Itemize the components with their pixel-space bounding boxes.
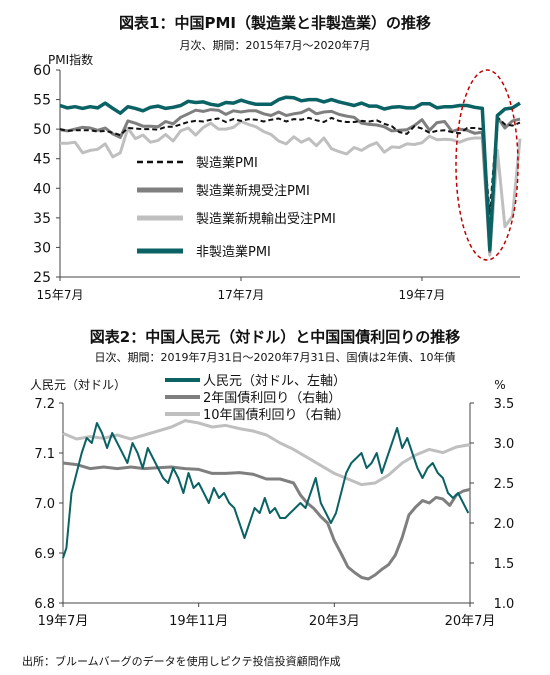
left-tick-label: 6.9 xyxy=(34,547,55,562)
series-line-2 xyxy=(60,120,522,257)
y-axis-label: PMI指数 xyxy=(48,52,93,67)
x-tick-label: 20年3月 xyxy=(309,614,360,629)
legend-label: 製造業新規受注PMI xyxy=(196,183,310,199)
left-tick-label: 6.8 xyxy=(34,597,55,612)
right-tick-label: 3.0 xyxy=(494,437,515,452)
x-tick-label: 20年7月 xyxy=(445,614,496,629)
x-tick-label: 19年7月 xyxy=(38,614,89,629)
left-tick-label: 7.2 xyxy=(34,397,55,412)
left-tick-label: 7.1 xyxy=(34,447,55,462)
y-tick-label: 30 xyxy=(33,240,51,256)
y-tick-label: 50 xyxy=(33,122,51,138)
source-note: 出所：ブルームバーグのデータを使用しピクテ投信投資顧問作成 xyxy=(22,655,341,668)
y-tick-label: 40 xyxy=(33,181,51,197)
legend-label: 人民元（対ドル、左軸） xyxy=(203,374,346,389)
chart1-title: 図表1：中国PMI（製造業と非製造業）の推移 xyxy=(119,14,431,32)
chart2-subtitle: 日次、期間：2019年7月31日～2020年7月31日、国債は2年債、10年債 xyxy=(94,351,456,364)
series-line-1 xyxy=(62,461,471,581)
legend-label: 2年国債利回り（右軸） xyxy=(203,391,341,406)
series-line-3 xyxy=(59,95,521,252)
legend-label: 10年国債利回り（右軸） xyxy=(203,408,350,423)
left-tick-label: 7.0 xyxy=(34,497,55,512)
series-line-2 xyxy=(62,419,471,487)
series-line-0 xyxy=(59,116,521,215)
y-tick-label: 60 xyxy=(33,63,51,79)
right-axis-label: % xyxy=(494,378,505,392)
right-tick-label: 1.5 xyxy=(494,557,515,572)
right-tick-label: 3.5 xyxy=(494,397,515,412)
legend-label: 製造業PMI xyxy=(196,155,258,171)
legend-label: 非製造業PMI xyxy=(196,244,271,260)
y-tick-label: 25 xyxy=(33,270,51,286)
legend-label: 製造業新規輸出受注PMI xyxy=(196,211,336,227)
series-line-1 xyxy=(59,107,521,254)
pmi-chart: 25 30 35 40 45 50 55 60 15年7月 17年7月 19年7月 PMI指数製造業P… xyxy=(33,52,522,302)
right-tick-label: 1.0 xyxy=(494,597,515,612)
left-axis-label: 人民元（対ドル） xyxy=(30,378,126,392)
right-tick-label: 2.5 xyxy=(494,477,515,492)
chart2-title: 図表2：中国人民元（対ドル）と中国国債利回りの推移 xyxy=(89,328,461,346)
y-tick-label: 35 xyxy=(33,211,51,227)
series-line-0 xyxy=(62,422,470,559)
cny-yield-chart: 6.8 6.9 7.0 7.1 7.2 1.0 1.5 2.0 2.5 3.0 3.5 19年7月 19… xyxy=(30,374,515,629)
right-tick-label: 2.0 xyxy=(494,517,515,532)
x-tick-label: 17年7月 xyxy=(218,288,265,302)
x-tick-label: 19年11月 xyxy=(169,614,228,629)
y-tick-label: 45 xyxy=(33,152,51,168)
x-tick-label: 15年7月 xyxy=(37,288,84,302)
x-tick-label: 19年7月 xyxy=(399,288,446,302)
chart1-subtitle: 月次、期間：2015年7月～2020年7月 xyxy=(179,39,371,52)
y-tick-label: 55 xyxy=(33,93,51,109)
highlight-ellipse xyxy=(455,69,519,261)
